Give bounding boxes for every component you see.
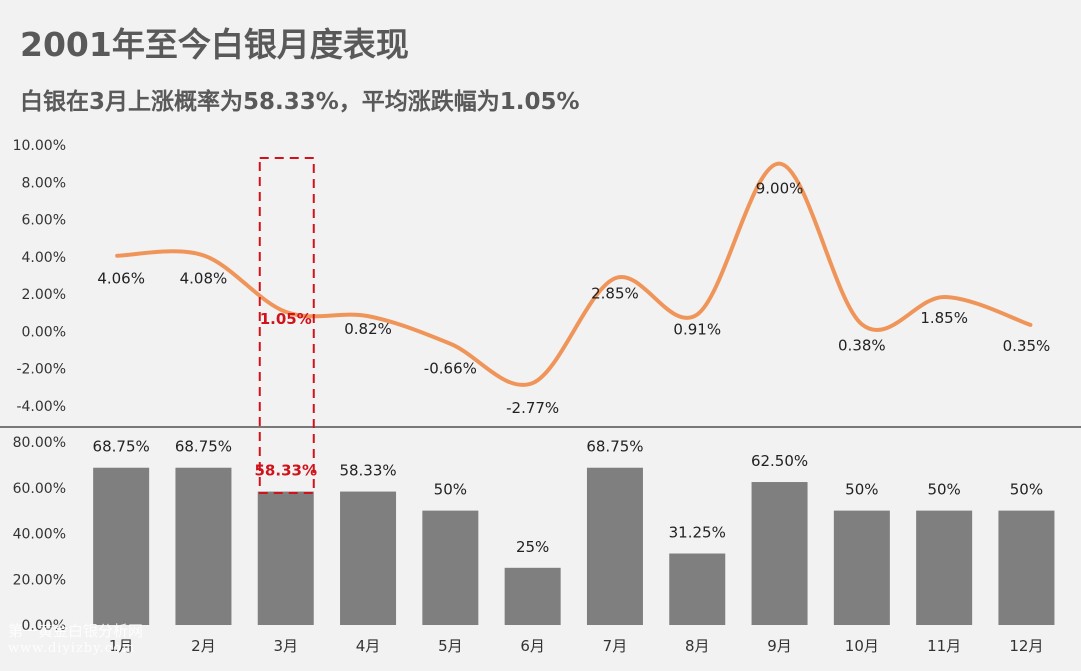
bar-data-label: 25% (516, 538, 549, 556)
bar (916, 510, 973, 625)
x-axis: 1月 2月 3月 4月 5月 6月 7月 8月 9月 10月 11月 12月 (109, 637, 1044, 655)
line-data-label: 0.38% (838, 336, 886, 354)
bar-data-label: 68.75% (93, 438, 150, 456)
x-tick-label: 6月 (520, 637, 545, 655)
line-data-label: 0.82% (344, 320, 392, 338)
line-data-label: 1.05% (260, 310, 312, 328)
x-tick-label: 9月 (767, 637, 792, 655)
bar-data-label: 68.75% (586, 438, 643, 456)
bar-data-label: 50% (845, 481, 878, 499)
line-data-label: 9.00% (756, 180, 804, 198)
bar-y-tick-label: 40.00% (13, 527, 66, 543)
bar (257, 491, 314, 625)
bar (998, 510, 1055, 625)
chart-title: 2001年至今白银月度表现 (20, 25, 409, 64)
line-data-label: 4.06% (97, 270, 145, 288)
bar-data-label: 31.25% (669, 524, 726, 542)
bar-data-label: 62.50% (751, 452, 808, 470)
bar (340, 491, 397, 625)
bar-data-label: 50% (927, 481, 960, 499)
series-line (115, 161, 1033, 387)
x-tick-label: 11月 (927, 637, 961, 655)
bar (833, 510, 890, 625)
bar-y-tick-label: 0.00% (22, 618, 66, 634)
x-tick-label: 2月 (191, 637, 216, 655)
bar (93, 467, 150, 625)
bar (175, 467, 232, 625)
bar-data-label: 50% (1010, 481, 1043, 499)
line-y-tick-label: 0.00% (22, 324, 66, 340)
bar (504, 567, 561, 625)
bar-plot (93, 467, 1055, 625)
bar-data-label: 50% (434, 481, 467, 499)
line-y-tick-label: -2.00% (16, 362, 66, 378)
line-y-tick-label: 8.00% (22, 175, 66, 191)
x-tick-label: 5月 (438, 637, 463, 655)
bar-data-labels: 68.75% 68.75% 58.33% 58.33% 50% 25% 68.75% 31.2… (93, 438, 1044, 556)
bar (586, 467, 643, 625)
bar-y-tick-label: 80.00% (13, 435, 66, 451)
line-y-axis: 10.00% 8.00% 6.00% 4.00% 2.00% 0.00% -2.00% -4.… (13, 138, 66, 415)
bar-data-label: 58.33% (339, 462, 396, 480)
line-y-tick-label: -4.00% (16, 399, 66, 415)
x-tick-label: 4月 (356, 637, 381, 655)
line-y-tick-label: 10.00% (13, 138, 66, 154)
line-data-label: 1.85% (920, 309, 968, 327)
x-tick-label: 7月 (603, 637, 628, 655)
bar (751, 482, 808, 625)
bar-data-label: 68.75% (175, 438, 232, 456)
x-tick-label: 8月 (685, 637, 710, 655)
line-data-label: 0.35% (1003, 337, 1051, 355)
bar-data-label: 58.33% (255, 462, 317, 480)
line-data-label: 4.08% (180, 269, 228, 287)
line-plot (115, 161, 1033, 387)
bar (669, 553, 726, 625)
line-data-label: -2.77% (506, 399, 559, 417)
x-tick-label: 10月 (845, 637, 879, 655)
bar (422, 510, 479, 625)
line-data-label: 2.85% (591, 284, 639, 302)
x-tick-label: 3月 (273, 637, 298, 655)
line-y-tick-label: 2.00% (22, 287, 66, 303)
line-data-label: 0.91% (673, 320, 721, 338)
line-y-tick-label: 6.00% (22, 213, 66, 229)
bar-y-axis: 80.00% 60.00% 40.00% 20.00% 0.00% (13, 435, 66, 634)
bar-y-tick-label: 60.00% (13, 481, 66, 497)
chart-subtitle: 白银在3月上涨概率为58.33%，平均涨跌幅为1.05% (20, 89, 580, 115)
x-tick-label: 12月 (1009, 637, 1043, 655)
line-data-labels: 4.06% 4.08% 1.05% 0.82% -0.66% -2.77% 2.85% 0.9… (97, 180, 1050, 417)
x-tick-label: 1月 (109, 637, 134, 655)
line-data-label: -0.66% (424, 360, 477, 378)
line-y-tick-label: 4.00% (22, 250, 66, 266)
bar-y-tick-label: 20.00% (13, 572, 66, 588)
